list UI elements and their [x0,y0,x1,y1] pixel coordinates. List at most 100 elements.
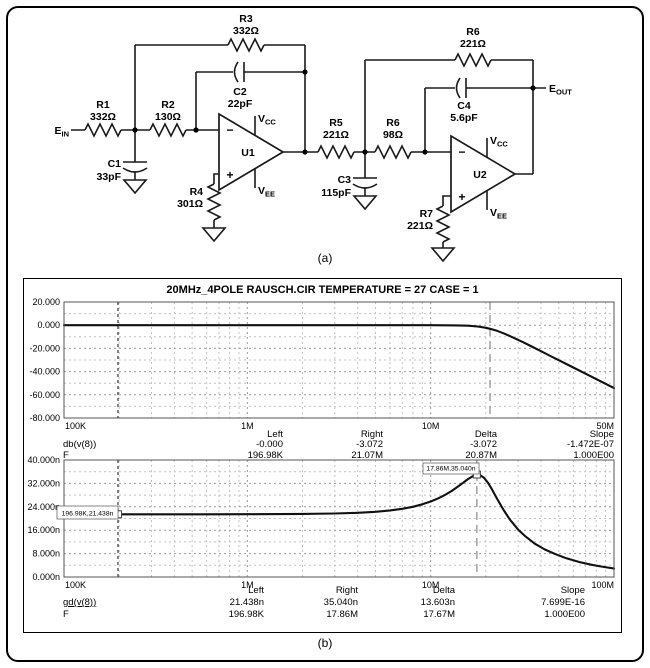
r4-value: 301Ω [177,198,203,210]
y-tick-label: -40.000 [29,367,60,377]
y-tick-label: -80.000 [29,413,60,423]
readout-value: 13.603n [420,597,455,608]
x-tick-label: 100M [591,580,614,590]
vcc-main: V [490,135,497,147]
vcc-sub: CC [265,118,276,127]
opamp-u2: − + U2 VCC VEE [450,134,517,221]
wires [71,44,546,248]
u1-plus-sign: + [226,168,233,182]
r2-value: 130Ω [155,111,181,123]
ground-symbols [122,179,456,263]
y-tick-label: 20.000 [32,297,60,307]
resistor-r1: R1 332Ω [84,99,122,138]
u2-minus-sign: − [458,145,465,159]
capacitor-c1: C1 33pF [96,158,148,183]
readout-value: 21.07M [351,450,383,461]
y-tick-label: -60.000 [29,390,60,400]
readout-value: 7.699E-16 [541,597,585,608]
c4-ref: C4 [457,100,471,112]
resistor-r7: R7 221Ω [407,205,451,243]
readout-value: 196.98K [228,609,264,620]
y-tick-label: 16.000n [27,525,60,535]
vcc-main: V [258,113,265,125]
c3-ref: C3 [338,174,352,186]
circuit-schematic: R1 332Ω R2 130Ω R3 332Ω R4 301Ω R5 221Ω … [54,13,572,265]
c2-ref: C2 [233,86,247,98]
vee-main: V [258,185,265,197]
readout-row-label: gd(v(8)) [63,597,97,608]
data-curve [62,324,616,390]
c1-ref: C1 [108,158,122,170]
caption-a: (a) [318,251,333,265]
c4-value: 5.6pF [450,112,478,124]
junction-dots [132,69,536,155]
readout-value: 35.040n [323,597,358,608]
y-tick-label: 40.000n [27,455,60,465]
r7-ref: R7 [420,208,434,220]
resistor-r3: R3 332Ω [227,13,265,53]
capacitor-c2: C2 22pF [228,61,253,110]
readout-value: 21.438n [229,597,264,608]
x-tick-label: 1M [241,421,254,431]
readout-value: 1.000E00 [573,450,614,461]
cursor-tag-text: 17.86M,35.040n [426,466,475,473]
c3-value: 115pF [321,187,351,199]
caption-b: (b) [317,636,333,650]
eout-main: E [549,83,556,95]
readout-header-delta: Delta [432,585,455,596]
r5-ref: R5 [329,117,343,129]
c1-value: 33pF [96,171,121,183]
r1-value: 332Ω [90,111,116,123]
capacitor-c4: C4 5.6pF [450,77,478,124]
readout-value: 1.000E00 [544,609,585,620]
x-tick-label: 10M [422,580,440,590]
r3-value: 332Ω [233,25,259,37]
readout-value: -3.072 [356,439,383,450]
data-curve [62,473,616,570]
readout-value: -1.472E-07 [566,439,614,450]
u1-vcc-label: VCC [258,113,276,127]
readout-value: 20.87M [465,450,497,461]
u2-vcc-label: VCC [490,135,508,149]
x-tick-label: 100K [65,580,86,590]
readout-value: 17.86M [326,609,358,620]
readout-row-label: db(v(8)) [63,439,97,450]
x-tick-label: 100K [65,421,86,431]
r4-ref: R4 [190,186,204,198]
resistor-r6-series: R6 98Ω [374,117,412,160]
r6-feedback-ref: R6 [466,26,480,38]
readout-row-label: F [63,609,69,620]
resistor-r5: R5 221Ω [317,117,355,160]
readout-value: -3.072 [470,439,497,450]
readout-header-slope: Slope [560,585,585,596]
y-tick-label: 0.000n [32,572,60,582]
u2-vee-label: VEE [490,207,507,221]
readout-row-label: F [63,450,69,461]
output-label: EOUT [549,83,572,97]
cursor-tag-box [56,505,119,520]
y-tick-label: 24.000n [27,502,60,512]
plots-canvas: 20.000 0.000 -20.000 -40.000 -60.000 -80.000 1… [27,297,616,590]
u1-ref: U1 [241,147,255,159]
y-tick-label: 0.000 [37,320,60,330]
y-tick-label: -20.000 [29,343,60,353]
y-tick-label: 8.000n [32,549,60,559]
plot-frame [63,301,615,419]
capacitor-c3: C3 115pF [321,174,378,199]
y-tick-label: 32.000n [27,478,60,488]
u1-minus-sign: − [226,123,233,137]
resistor-r6-feedback: R6 221Ω [454,26,492,68]
r5-value: 221Ω [323,129,349,141]
resistor-r2: R2 130Ω [149,99,187,138]
readout-value: -0.000 [256,439,283,450]
ein-sub: IN [62,130,70,139]
r6-series-value: 98Ω [383,129,403,141]
readout-value: 17.67M [423,609,455,620]
chart-panel: 20MHz_4POLE RAUSCH.CIR TEMPERATURE = 27 … [23,278,622,633]
u1-vee-label: VEE [258,185,275,199]
x-tick-label: 10M [422,421,440,431]
r1-ref: R1 [96,99,110,111]
u2-ref: U2 [473,169,487,181]
readout-header-left: Left [267,429,283,440]
